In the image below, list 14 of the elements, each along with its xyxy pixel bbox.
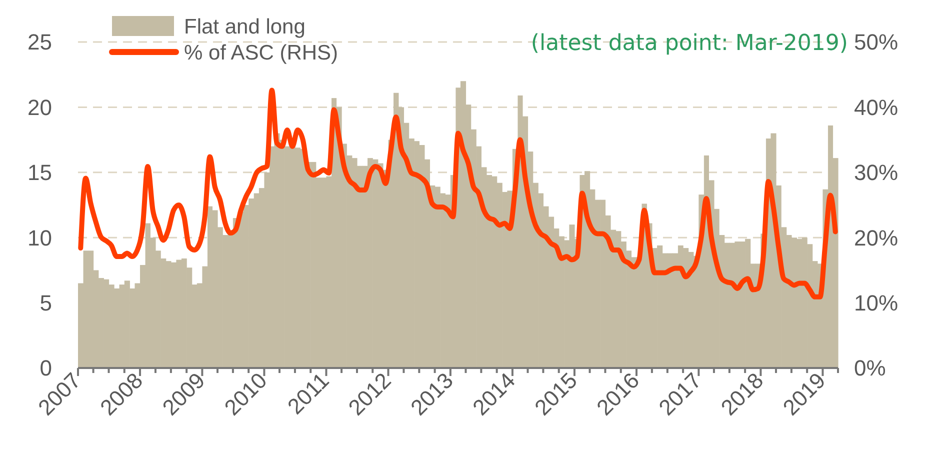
y-tick-label: 15 — [28, 160, 52, 186]
legend-label: Flat and long — [184, 15, 306, 38]
y2-tick-label: 0% — [854, 356, 886, 381]
y2-tick-label: 30% — [854, 160, 898, 186]
y-tick-label: 25 — [28, 30, 52, 55]
y-tick-label: 5 — [40, 290, 52, 316]
annotation: (latest data point: Mar-2019) — [530, 31, 848, 56]
y2-tick-label: 20% — [854, 225, 898, 250]
y-tick-label: 10 — [28, 225, 52, 250]
y2-tick-label: 40% — [854, 94, 898, 120]
y2-tick-label: 10% — [854, 290, 898, 316]
y2-tick-label: 50% — [854, 30, 898, 55]
legend-label: % of ASC (RHS) — [184, 41, 338, 64]
y-tick-label: 20 — [28, 94, 52, 120]
